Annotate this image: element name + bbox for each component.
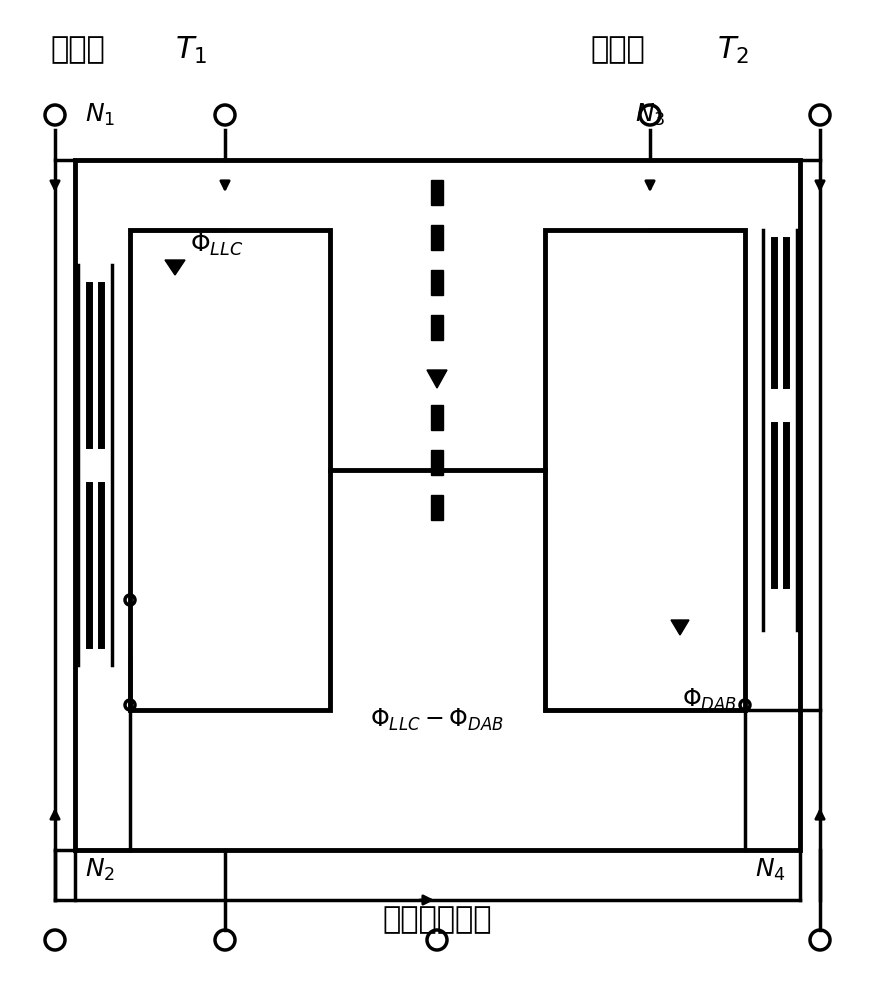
- Text: $T_1$: $T_1$: [175, 34, 207, 66]
- Bar: [431, 270, 443, 295]
- Bar: [130, 230, 330, 710]
- Text: $\Phi_{DAB}$: $\Phi_{DAB}$: [682, 687, 738, 713]
- Text: 副边绕组并联: 副边绕组并联: [382, 906, 492, 934]
- Text: $\Phi_{LLC}-\Phi_{DAB}$: $\Phi_{LLC}-\Phi_{DAB}$: [370, 707, 504, 733]
- Text: $N_2$: $N_2$: [85, 857, 115, 883]
- Text: $\Phi_{LLC}$: $\Phi_{LLC}$: [190, 232, 243, 258]
- Polygon shape: [671, 620, 689, 635]
- Text: $N_1$: $N_1$: [85, 102, 116, 128]
- Bar: [431, 180, 443, 205]
- Polygon shape: [165, 260, 185, 275]
- Bar: [431, 315, 443, 340]
- Bar: [431, 225, 443, 250]
- Bar: [431, 495, 443, 520]
- Text: $N_3$: $N_3$: [634, 102, 665, 128]
- Text: 变压器: 变压器: [590, 35, 645, 64]
- Text: $N_4$: $N_4$: [754, 857, 786, 883]
- Bar: [75, 160, 800, 850]
- Text: 变压器: 变压器: [50, 35, 105, 64]
- Polygon shape: [427, 370, 447, 388]
- Bar: [545, 230, 745, 710]
- Bar: [431, 450, 443, 475]
- Text: $T_2$: $T_2$: [717, 34, 749, 66]
- Bar: [431, 405, 443, 430]
